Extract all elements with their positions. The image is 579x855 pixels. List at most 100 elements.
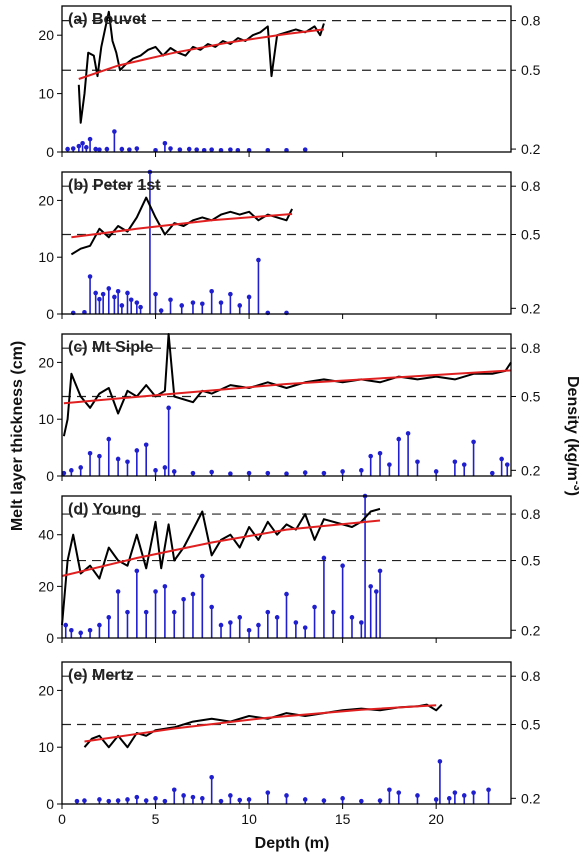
melt-point xyxy=(228,793,233,798)
melt-point xyxy=(274,615,280,620)
melt-point xyxy=(471,790,476,795)
melt-point xyxy=(228,471,233,477)
melt-point xyxy=(115,589,121,594)
right-tick-label: 0.2 xyxy=(521,790,541,806)
melt-point xyxy=(359,468,364,473)
melt-point xyxy=(190,591,196,597)
melt-point xyxy=(237,303,243,308)
melt-point xyxy=(125,797,130,802)
right-tick-label: 0.8 xyxy=(521,668,541,684)
melt-point xyxy=(70,146,76,151)
melt-point xyxy=(93,290,98,296)
melt-point xyxy=(349,615,355,620)
melt-point xyxy=(97,147,102,152)
left-tick-label: 10 xyxy=(38,411,54,427)
melt-point xyxy=(237,615,243,620)
melt-point xyxy=(171,609,177,615)
melt-point xyxy=(228,620,233,625)
panel-frame xyxy=(61,171,512,315)
melt-point xyxy=(190,300,196,305)
melt-point xyxy=(190,794,196,800)
melt-point xyxy=(200,573,205,579)
x-tick-label: 5 xyxy=(152,811,160,827)
melt-point xyxy=(321,798,327,803)
melt-point xyxy=(302,625,308,630)
melt-point xyxy=(330,609,336,615)
left-tick-label: 0 xyxy=(46,630,54,646)
x-tick-label: 20 xyxy=(428,811,444,827)
density-series xyxy=(62,333,512,437)
melt-point xyxy=(499,456,504,462)
melt-point xyxy=(433,469,439,474)
melt-point xyxy=(119,146,125,152)
melt-point xyxy=(74,798,80,804)
melt-point xyxy=(452,790,458,795)
melt-point xyxy=(127,147,132,152)
melt-point xyxy=(168,146,173,151)
melt-point xyxy=(115,798,121,803)
melt-point xyxy=(246,627,252,633)
density-series xyxy=(61,507,381,626)
left-tick-label: 20 xyxy=(38,354,54,370)
melt-point xyxy=(87,136,93,142)
melt-point xyxy=(415,459,420,465)
melt-point xyxy=(218,300,224,305)
melt-point xyxy=(78,465,84,470)
melt-point xyxy=(284,591,289,597)
melt-point xyxy=(104,146,110,152)
melt-point xyxy=(377,450,383,456)
melt-point xyxy=(265,609,271,615)
melt-point xyxy=(340,796,345,801)
melt-point xyxy=(340,469,345,474)
melt-point xyxy=(115,456,121,462)
y-axis-label-left: Melt layer thickness (cm) xyxy=(9,341,26,531)
melt-point xyxy=(93,146,98,152)
panel: 0 10 20 0.8 0.5 0.2 (c) Mt Siple xyxy=(38,333,541,484)
melt-point xyxy=(171,469,177,474)
melt-point xyxy=(125,459,130,465)
melt-point xyxy=(186,146,192,152)
melt-point xyxy=(302,797,308,802)
melt-point xyxy=(112,294,117,300)
melt-point xyxy=(415,793,420,798)
left-tick-label: 20 xyxy=(38,27,54,43)
melt-point xyxy=(84,145,89,150)
melt-point xyxy=(97,453,102,459)
melt-point xyxy=(452,459,458,465)
x-tick-label: 0 xyxy=(58,811,66,827)
y-axis-label-right: Density (kg/m-3) xyxy=(564,376,579,496)
melt-point xyxy=(218,798,224,804)
melt-point xyxy=(461,793,467,798)
melt-point xyxy=(125,609,130,615)
right-tick-label: 0.2 xyxy=(521,462,541,478)
melt-point xyxy=(181,793,186,798)
melt-point xyxy=(87,627,93,633)
melt-point xyxy=(209,288,214,294)
melt-point xyxy=(246,294,252,300)
melt-point xyxy=(396,790,402,795)
panel: 0 10 20 0.8 0.5 0.2 (a) Bouvet xyxy=(38,5,541,160)
melt-point xyxy=(128,297,134,303)
right-tick-label: 0.5 xyxy=(521,388,541,404)
melt-point xyxy=(209,147,214,152)
x-tick-label: 10 xyxy=(241,811,257,827)
right-tick-label: 0.2 xyxy=(521,622,541,638)
melt-point xyxy=(228,147,233,152)
panel-title: (e) Mertz xyxy=(68,667,134,684)
melt-point xyxy=(76,143,82,149)
melt-point xyxy=(387,787,392,793)
melt-point xyxy=(61,470,67,476)
melt-point xyxy=(97,797,102,802)
panel-title: (c) Mt Siple xyxy=(68,339,153,356)
melt-point xyxy=(162,584,168,589)
melt-point xyxy=(504,462,510,467)
melt-point xyxy=(446,796,452,801)
melt-point xyxy=(340,563,345,569)
fit-series xyxy=(63,369,512,405)
panels: 0 10 20 0.8 0.5 0.2 (a) Bouvet 0 10 20 0.8 0.5 0.2 (b… xyxy=(38,5,541,827)
right-tick-label: 0.5 xyxy=(521,226,541,242)
melt-point xyxy=(200,301,205,307)
melt-point xyxy=(87,450,93,456)
melt-point xyxy=(256,622,261,628)
melt-point xyxy=(134,794,140,800)
